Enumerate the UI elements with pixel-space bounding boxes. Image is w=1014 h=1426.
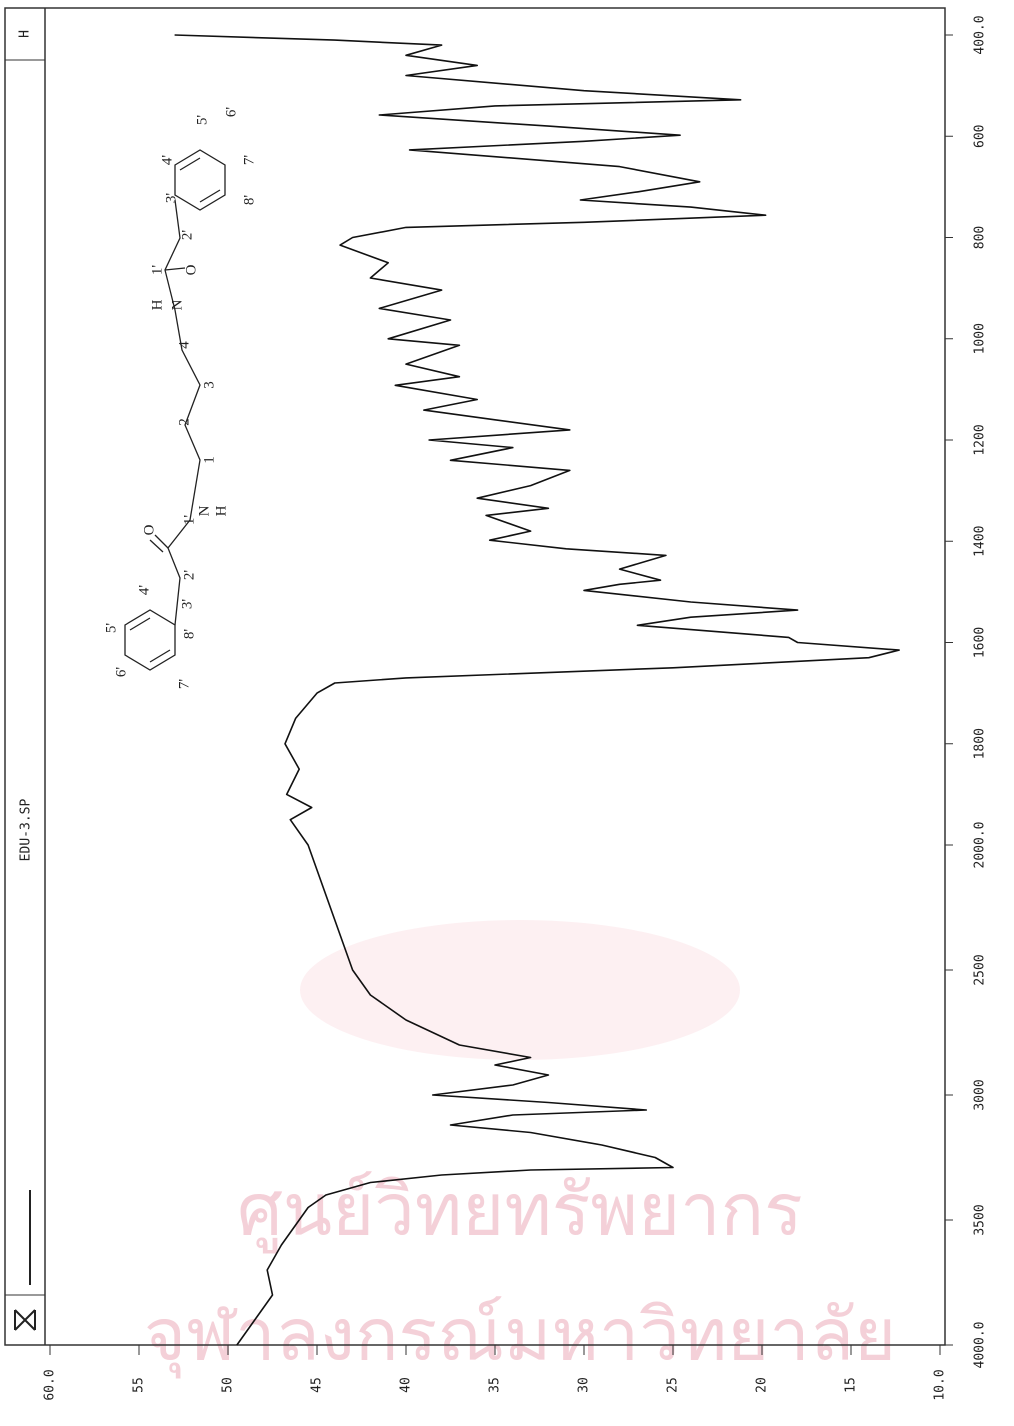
structure-label: 3' <box>163 193 179 204</box>
structure-label: 7' <box>241 155 257 166</box>
structure-label: 5' <box>103 623 119 634</box>
structure-label: 2 <box>176 418 192 426</box>
structure-label: 2' <box>181 570 197 581</box>
structure-label: 1 <box>201 456 217 464</box>
watermark-line: จุฬาลงกรณ์มหาวิทยาลัย <box>144 1293 896 1379</box>
x-tick-label: 800 <box>973 226 988 249</box>
y-tick-label: 30 <box>577 1377 592 1393</box>
ring <box>125 610 175 670</box>
structure-label: 2' <box>179 230 195 241</box>
x-tick-label: 4000.0 <box>973 1322 988 1369</box>
y-tick-label: 50 <box>221 1377 236 1393</box>
frame <box>5 8 945 1345</box>
x-tick-label: 2000.0 <box>973 822 988 869</box>
structure-label: H <box>149 299 165 310</box>
structure-label: 4' <box>159 155 175 166</box>
structure-label: 4 <box>176 341 192 349</box>
y-tick-label: 60.0 <box>43 1369 58 1400</box>
x-tick-label: 1600 <box>973 627 988 658</box>
y-tick-label: 20 <box>755 1377 770 1393</box>
x-tick-label: 1800 <box>973 728 988 759</box>
structure-label: 8' <box>241 195 257 206</box>
chain <box>165 200 200 625</box>
structure-label: O <box>141 524 157 535</box>
y-tick-label: 15 <box>844 1377 859 1393</box>
structure-label: 3 <box>201 381 217 389</box>
watermark: ศูนย์วิทยทรัพยากร จุฬาลงกรณ์มหาวิทยาลัย <box>144 920 896 1379</box>
header-icon <box>15 1310 35 1330</box>
x-tick-label: 3000 <box>973 1079 988 1110</box>
chart: ศูนย์วิทยทรัพยากร จุฬาลงกรณ์มหาวิทยาลัย … <box>0 0 1014 1426</box>
structure-label: N <box>169 299 185 310</box>
structure-label: 5' <box>194 115 210 126</box>
y-tick-label: 25 <box>666 1377 681 1393</box>
ring <box>175 150 225 210</box>
y-tick-label: 35 <box>488 1377 503 1393</box>
structure-label: 7' <box>176 679 192 690</box>
structure-label: 6' <box>223 107 239 118</box>
spectrum-line <box>175 35 900 1345</box>
x-tick-label: 3500 <box>973 1204 988 1235</box>
structure-label: 1' <box>181 515 197 526</box>
structure-label: 8' <box>181 629 197 640</box>
x-tick-label: 2500 <box>973 954 988 985</box>
y-tick-label: 55 <box>132 1377 147 1393</box>
chart-title: EDU-3.SP <box>19 799 34 862</box>
x-tick-label: 400.0 <box>973 15 988 54</box>
structure-label: 6' <box>113 667 129 678</box>
structure-label: N <box>196 505 212 516</box>
structure-label: H <box>213 505 229 516</box>
x-tick-label: 1000 <box>973 323 988 354</box>
structure-label: O <box>183 264 199 275</box>
structure-label: 3' <box>179 599 195 610</box>
marker-label: H <box>18 30 33 38</box>
y-tick-label: 10.0 <box>933 1369 948 1400</box>
structure-label: 4' <box>136 585 152 596</box>
y-tick-label: 45 <box>310 1377 325 1393</box>
x-tick-label: 1200 <box>973 424 988 455</box>
structure-label: 1' <box>149 265 165 276</box>
y-tick-label: 40 <box>399 1377 414 1393</box>
watermark-line: ศูนย์วิทยทรัพยากร <box>237 1168 803 1254</box>
x-tick-label: 600 <box>973 125 988 148</box>
x-tick-label: 1400 <box>973 526 988 557</box>
